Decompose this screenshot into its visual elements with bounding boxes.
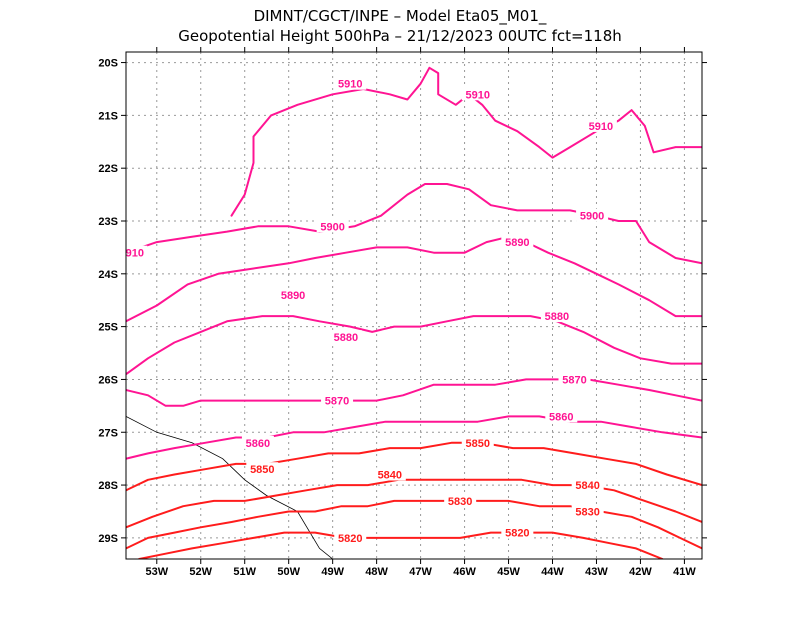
y-tick-label: 22S: [98, 163, 118, 175]
contour-label-bg: [444, 493, 477, 507]
contour-label: 5880: [334, 332, 358, 344]
x-axis-ticks: 53W 52W 51W 50W 49W 48W 47W 46W 45W 44W 43W 42W 41W: [145, 47, 696, 578]
contour-label-bg: [501, 525, 534, 539]
contour-5880: [126, 315, 702, 376]
contour-label-bg: [321, 393, 354, 407]
y-tick-label: 20S: [98, 58, 118, 70]
coastline: [126, 416, 333, 559]
contour-5820: [138, 531, 664, 559]
x-tick-label: 43W: [585, 566, 608, 578]
y-axis-ticks: 20S 21S 22S 23S 24S 25S 26S 27S 28S 29S: [98, 58, 707, 545]
contour-label-bg: [571, 478, 604, 492]
coastline-path: [126, 416, 333, 559]
contour-label: 5890: [505, 237, 529, 249]
contour-5840: [126, 478, 702, 529]
x-tick-label: 46W: [453, 566, 476, 578]
y-tick-label: 24S: [98, 269, 118, 281]
contour-label-bg: [540, 309, 573, 323]
contour-label-bg: [373, 467, 406, 481]
contour-label-bg: [122, 245, 148, 259]
contours: [126, 66, 702, 559]
x-tick-label: 41W: [673, 566, 696, 578]
contour-label-bg: [576, 208, 609, 222]
contour-5910: [230, 66, 702, 217]
contour-5850: [126, 441, 702, 492]
x-tick-label: 51W: [233, 566, 256, 578]
y-tick-label: 21S: [98, 110, 118, 122]
contour-label: 5820: [338, 533, 362, 545]
x-tick-label: 49W: [321, 566, 344, 578]
contour-label-bg: [545, 409, 578, 423]
contour-label-bg: [558, 372, 591, 386]
contour-label-bg: [461, 87, 494, 101]
contour-label: 5840: [378, 470, 402, 482]
contour-label: 5870: [325, 396, 349, 408]
title-line-2: Geopotential Height 500hPa – 21/12/2023 …: [178, 27, 622, 45]
contour-label: 5910: [589, 121, 613, 133]
contour-label-bg: [584, 118, 617, 132]
contour-label-bg: [241, 435, 274, 449]
contour-label-bg: [334, 76, 367, 90]
contour-label-bg: [501, 235, 534, 249]
x-tick-label: 53W: [145, 566, 168, 578]
contour-label: 910: [126, 248, 144, 260]
contour-5830: [126, 499, 702, 550]
contour-label: 5910: [338, 79, 362, 91]
contour-5900: [126, 183, 702, 265]
x-tick-label: 44W: [541, 566, 564, 578]
x-tick-label: 42W: [629, 566, 652, 578]
contour-label-bg: [329, 330, 362, 344]
contour-label: 5820: [505, 528, 529, 540]
contour-5890: [126, 235, 702, 323]
x-tick-label: 48W: [365, 566, 388, 578]
contour-labels: 5910 5910 5910 910 5900 5900 5890 5890 5880 5880 5…: [122, 76, 617, 545]
contour-label: 5850: [466, 438, 490, 450]
y-tick-label: 27S: [98, 427, 118, 439]
contour-label-bg: [277, 287, 310, 301]
contour-label-bg: [316, 219, 349, 233]
contour-label: 5900: [320, 221, 344, 233]
contour-label-bg: [334, 530, 367, 544]
contour-label: 5870: [562, 374, 586, 386]
contour-label-bg: [571, 504, 604, 518]
contour-5860: [126, 415, 702, 460]
contour-label: 5830: [448, 496, 472, 508]
contour-label: 5840: [575, 480, 599, 492]
y-tick-label: 29S: [98, 533, 118, 545]
contour-label: 5850: [250, 464, 274, 476]
y-tick-label: 25S: [98, 322, 118, 334]
x-tick-label: 50W: [277, 566, 300, 578]
title-line-1: DIMNT/CGCT/INPE – Model Eta05_M01_: [254, 7, 547, 26]
contour-label: 5910: [466, 89, 490, 101]
x-tick-label: 45W: [497, 566, 520, 578]
contour-label: 5860: [549, 411, 573, 423]
y-tick-label: 26S: [98, 374, 118, 386]
contour-label: 5830: [575, 506, 599, 518]
contour-label: 5880: [545, 311, 569, 323]
contour-label-bg: [246, 462, 279, 476]
contour-label: 5900: [580, 211, 604, 223]
x-tick-label: 52W: [189, 566, 212, 578]
contour-label: 5860: [246, 438, 270, 450]
y-tick-label: 23S: [98, 216, 118, 228]
contour-5870: [126, 378, 702, 407]
contour-label-bg: [461, 435, 494, 449]
x-tick-label: 47W: [409, 566, 432, 578]
plot-frame: [125, 51, 703, 560]
y-tick-label: 28S: [98, 480, 118, 492]
contour-label: 5890: [281, 290, 305, 302]
